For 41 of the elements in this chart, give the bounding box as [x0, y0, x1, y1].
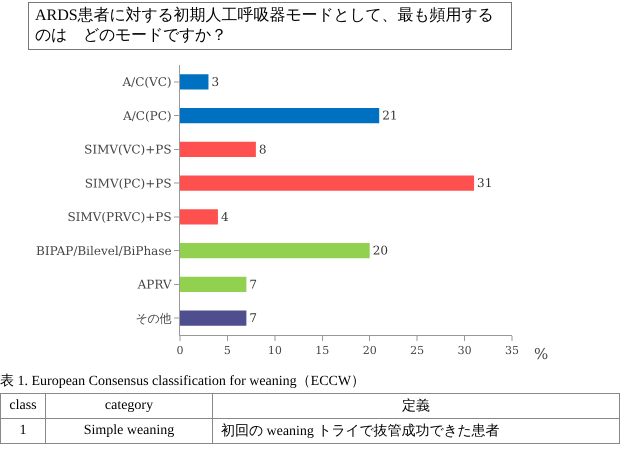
x-tick-label: 0	[176, 344, 184, 358]
x-tick-label: 10	[268, 344, 282, 358]
y-tick-label: その他	[136, 311, 172, 326]
text: 初回の weaning トライで抜管成功できた患者	[212, 418, 620, 444]
text: 表 1. European Consensus classification for weaning（ECCW）	[0, 372, 366, 390]
y-tick-label: BIPAP/Bilevel/BiPhase	[36, 244, 172, 258]
x-tick-label: 35	[505, 344, 519, 358]
data-label: 21	[382, 108, 398, 123]
y-tick-label: APRV	[136, 278, 172, 292]
data-label: 7	[249, 277, 258, 292]
chart-title: ARDS患者に対する初期人工呼吸器モードとして、最も頻用するのは どのモードですか？	[28, 2, 512, 50]
y-tick-label: SIMV(PRVC)+PS	[67, 210, 172, 224]
text: category	[46, 394, 212, 418]
x-tick-label: 25	[410, 344, 424, 358]
text: class	[0, 394, 46, 418]
text: 1	[0, 418, 46, 444]
data-label: 8	[258, 142, 267, 156]
x-tick-label: 15	[315, 344, 330, 358]
y-tick-label: A/C(VC)	[121, 75, 172, 90]
data-label: 7	[249, 311, 258, 326]
bar	[180, 74, 208, 90]
data-label: 20	[372, 244, 388, 258]
data-label: 3	[211, 74, 220, 89]
x-axis-title: %	[534, 345, 548, 363]
bar	[180, 108, 380, 124]
y-tick-label: SIMV(VC)+PS	[84, 142, 172, 157]
y-tick-label: A/C(PC)	[122, 108, 172, 123]
text: Simple weaning	[46, 418, 212, 444]
x-tick-label: 5	[224, 344, 231, 358]
x-tick-label: 30	[458, 344, 472, 358]
y-tick-label: SIMV(PC)+PS	[84, 176, 172, 190]
bar	[180, 276, 246, 292]
bar	[180, 142, 256, 157]
bar	[180, 176, 474, 191]
bar	[180, 310, 246, 326]
text: 定義	[212, 394, 620, 418]
data-label: 4	[220, 210, 229, 224]
data-label: 31	[477, 176, 492, 190]
x-tick-label: 20	[362, 344, 377, 358]
bar	[180, 243, 370, 258]
bar	[180, 209, 218, 224]
